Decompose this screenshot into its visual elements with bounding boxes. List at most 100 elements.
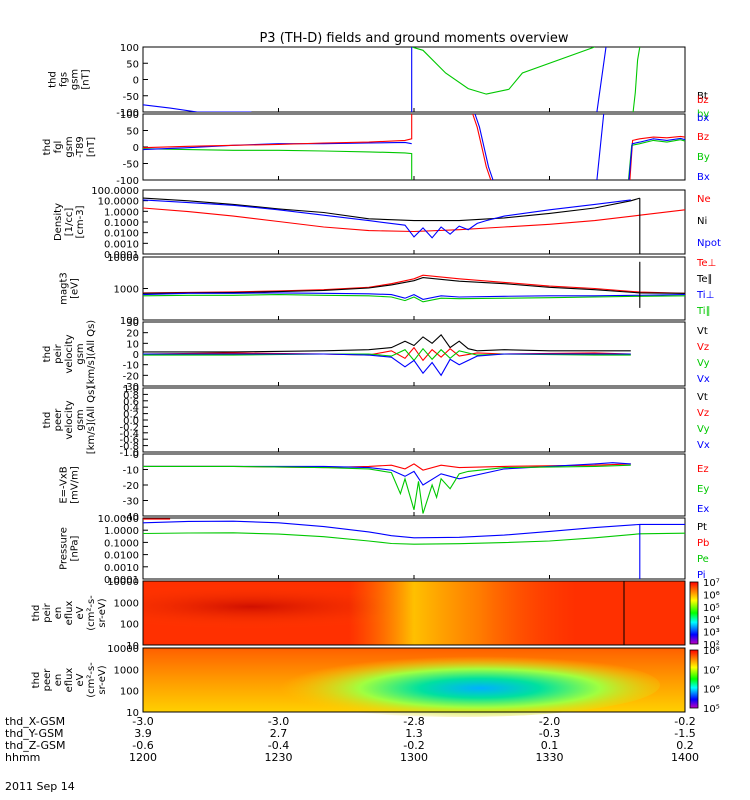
x-row-value: 3.9 [134, 727, 152, 740]
panel-peer_eflux: 10000 1000 100 10 thd peer en eflux eV (cm²-s-sr-… [31, 644, 686, 719]
peir-eflux-spectrogram [142, 580, 686, 646]
legend-Vt: Vt [697, 392, 708, 403]
x-row-label: thd_Z-GSM [5, 739, 65, 752]
colorbar-label: 10³ [703, 628, 720, 639]
colorbar-peer [689, 649, 699, 709]
colorbar-label: 10⁵ [703, 704, 720, 715]
colorbar-label: 10⁴ [703, 615, 720, 626]
y-tick-label: 10000 [107, 253, 139, 264]
series-Ti∥ [143, 294, 685, 303]
y-axis-label: peir [53, 343, 64, 363]
y-tick-label: 0.4 [123, 403, 139, 414]
y-axis-label: eflux [64, 668, 75, 693]
x-row-value: -0.3 [539, 727, 560, 740]
colorbar-label: 10⁷ [703, 665, 720, 676]
series-Te⊥ [143, 274, 685, 294]
y-axis-label: eV [75, 673, 86, 686]
panel-density: 100.000010.00001.00000.10000.01000.00100… [53, 186, 721, 261]
y-axis-label: velocity [64, 334, 75, 373]
legend-Vt: Vt [697, 326, 708, 337]
y-axis-label: [nT] [81, 69, 92, 89]
series-group [143, 114, 685, 180]
x-row-value: 1400 [671, 751, 699, 764]
x-row-value: -0.4 [268, 739, 289, 752]
legend-Ni: Ni [697, 216, 707, 227]
legend-Pe: Pe [697, 554, 709, 565]
y-tick-label: -1.0 [119, 448, 139, 459]
y-tick-label: -0.2 [119, 422, 139, 433]
legend-Vy: Vy [697, 424, 710, 435]
y-axis-label: (cm²-s- [86, 662, 97, 698]
y-tick-label: 50 [126, 59, 139, 70]
y-axis-label: en [53, 607, 64, 620]
y-tick-label: 0.0001 [104, 250, 139, 261]
y-axis-label: eflux [64, 601, 75, 626]
colorbar-label: 10⁶ [703, 590, 720, 601]
y-axis-label: [mV/m] [70, 466, 81, 504]
y-tick-label: 0.6 [123, 397, 139, 408]
legend-Ez: Ez [697, 464, 709, 475]
y-tick-label: -30 [123, 497, 139, 508]
series-Bx [474, 114, 494, 180]
series-bx [143, 104, 252, 112]
peer-eflux-spectrogram [142, 647, 686, 717]
legend-Ey: Ey [697, 484, 709, 495]
series-Ex [143, 462, 631, 486]
y-tick-label: 100.0000 [91, 186, 139, 197]
y-tick-label: -30 [123, 382, 139, 393]
y-tick-label: 1000 [114, 598, 139, 609]
series-group [143, 518, 685, 579]
x-row-value: -0.6 [132, 739, 153, 752]
x-row-value: 1230 [265, 751, 293, 764]
y-tick-label: 10000 [107, 577, 139, 588]
panel-frame [142, 189, 686, 255]
series-Ni [143, 197, 640, 222]
y-axis-label: thd [31, 605, 42, 622]
y-axis-label: (cm²-s- [86, 595, 97, 631]
series-group [143, 47, 641, 112]
x-row-value: 2.7 [270, 727, 288, 740]
y-tick-label: 0.0100 [104, 551, 139, 562]
y-axis-label: thd [31, 672, 42, 689]
y-tick-label: 30 [126, 318, 139, 329]
y-axis-label: en [53, 674, 64, 687]
y-tick-label: 0 [133, 143, 139, 154]
y-tick-label: 10.0000 [98, 514, 139, 525]
series-by [632, 47, 641, 112]
y-tick-label: -40 [123, 512, 139, 523]
legend-Npot: Npot [697, 238, 721, 249]
x-row-value: 1200 [129, 751, 157, 764]
y-tick-label: 10000 [107, 644, 139, 655]
legend-By: By [697, 152, 710, 163]
y-tick-label: 0.8 [123, 390, 139, 401]
x-row-label: thd_X-GSM [5, 715, 65, 728]
series-Pi [143, 520, 685, 539]
y-tick-label: 20 [126, 329, 139, 340]
y-tick-label: 10.0000 [98, 197, 139, 208]
y-tick-label: 1.0 [123, 384, 139, 395]
y-tick-label: -0.4 [119, 429, 139, 440]
y-axis-label: -T89 [75, 136, 86, 158]
legend-Vz: Vz [697, 408, 709, 419]
y-axis-label: thd [48, 71, 59, 88]
legend-Bt: Bt [697, 91, 708, 102]
y-axis-label: thd [42, 412, 53, 429]
y-tick-label: 0 [133, 450, 139, 461]
y-tick-label: 10 [126, 708, 139, 719]
panel-frame [142, 387, 686, 453]
y-axis-label: Density [53, 203, 64, 241]
y-axis-label: thd [42, 346, 53, 363]
y-tick-label: 100 [120, 687, 139, 698]
y-axis-label: [km/s](All Qs) [86, 320, 97, 388]
y-axis-label: thd [42, 139, 53, 156]
y-tick-label: -10 [123, 361, 139, 372]
series-Vx [143, 353, 631, 377]
series-Vt [143, 333, 631, 353]
y-axis-label: [1/cc] [64, 208, 75, 237]
legend-Te∥: Te∥ [696, 274, 713, 285]
colorbar-label: 10⁷ [703, 578, 720, 589]
